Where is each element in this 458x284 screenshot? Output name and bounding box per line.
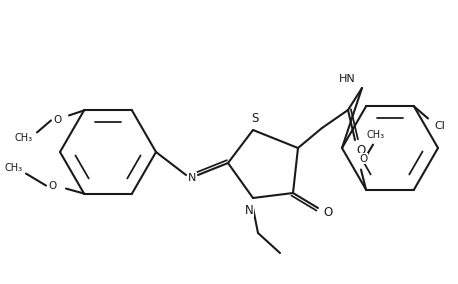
Text: Cl: Cl [435, 122, 446, 131]
Text: CH₃: CH₃ [367, 130, 385, 139]
Text: O: O [323, 206, 333, 220]
Text: O: O [53, 115, 61, 126]
Text: CH₃: CH₃ [5, 162, 23, 173]
Text: N: N [245, 204, 253, 216]
Text: HN: HN [339, 74, 356, 84]
Text: CH₃: CH₃ [15, 133, 33, 143]
Text: O: O [356, 143, 365, 156]
Text: O: O [48, 181, 56, 191]
Text: N: N [188, 173, 196, 183]
Text: S: S [251, 112, 259, 124]
Text: O: O [359, 154, 367, 164]
